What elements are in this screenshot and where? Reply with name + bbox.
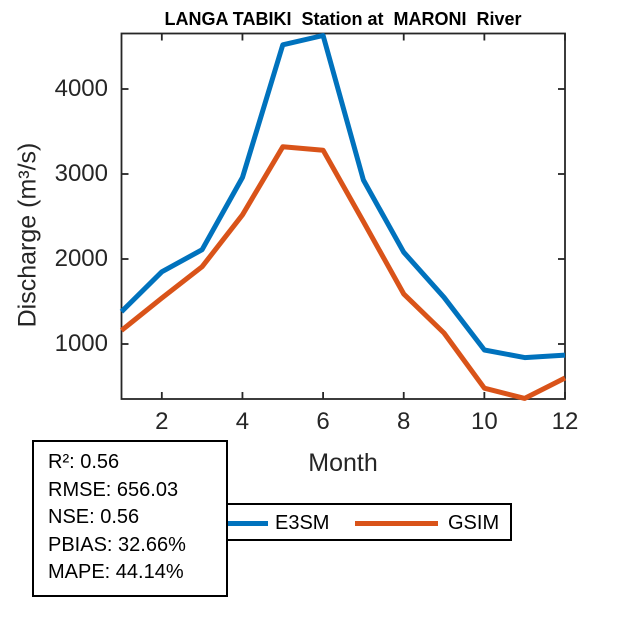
legend-label-e3sm: E3SM bbox=[275, 512, 330, 534]
y-tick-label: 3000 bbox=[54, 160, 108, 187]
chart-title: LANGA TABIKI Station at MARONI River bbox=[164, 9, 522, 29]
axes-box bbox=[120, 32, 566, 400]
x-tick-label: 10 bbox=[471, 408, 498, 435]
y-tick-label: 4000 bbox=[54, 75, 108, 102]
series-line-e3sm bbox=[119, 33, 566, 361]
stat-pbias: PBIAS: 32.66% bbox=[48, 533, 186, 556]
stat-mape: MAPE: 44.14% bbox=[48, 561, 184, 584]
stats-box: R²: 0.56 RMSE: 656.03 NSE: 0.56 PBIAS: 3… bbox=[32, 440, 228, 597]
x-tick-label: 2 bbox=[155, 408, 169, 435]
x-tick-label: 12 bbox=[551, 408, 579, 435]
x-tick-label: 6 bbox=[316, 408, 330, 435]
stat-nse: NSE: 0.56 bbox=[48, 506, 140, 529]
series-line-gsim bbox=[119, 144, 567, 401]
y-tick-label: 2000 bbox=[54, 245, 108, 272]
stat-r2: R²: 0.56 bbox=[48, 451, 120, 473]
y-tick-label: 1000 bbox=[54, 330, 108, 357]
x-axis-label: Month bbox=[308, 449, 378, 477]
stat-rmse: RMSE: 656.03 bbox=[48, 478, 179, 501]
x-tick-label: 8 bbox=[397, 408, 411, 435]
x-tick-label: 4 bbox=[235, 408, 250, 435]
legend-label-gsim: GSIM bbox=[448, 512, 500, 534]
legend-line-gsim bbox=[355, 521, 438, 526]
